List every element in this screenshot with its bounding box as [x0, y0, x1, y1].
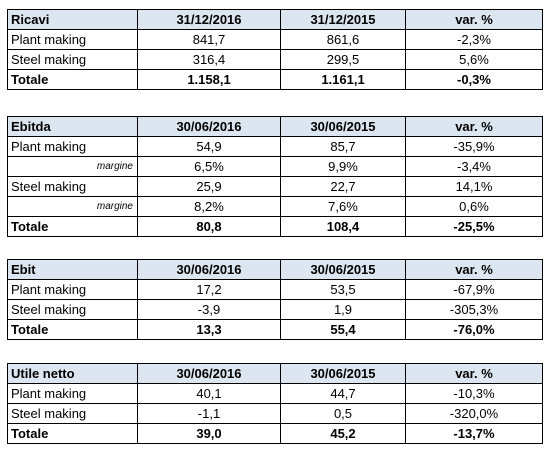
row-label: Totale: [7, 319, 138, 340]
row-label: Plant making: [7, 383, 138, 404]
financial-table: Ricavi 31/12/2016 31/12/2015 var. % Plant ma…: [7, 9, 543, 90]
financial-table: Ebitda 30/06/2016 30/06/2015 var. % Plant ma…: [7, 116, 543, 237]
row-label: Ebit: [7, 259, 138, 280]
row-label: Utile netto: [7, 363, 138, 384]
row-label: Steel making: [7, 176, 138, 197]
cell-value: 30/06/2016: [137, 116, 281, 137]
row-label: Plant making: [7, 29, 138, 50]
cell-value: 39,0: [137, 423, 281, 444]
cell-value: 0,5: [280, 403, 406, 424]
header-row: Utile netto 30/06/2016 30/06/2015 var. %: [7, 363, 543, 384]
cell-value: 22,7: [280, 176, 406, 197]
cell-value: 0,6%: [405, 196, 543, 217]
row-label: Steel making: [7, 403, 138, 424]
row-label: margine: [7, 196, 138, 217]
cell-value: 30/06/2016: [137, 363, 281, 384]
row-label: Ebitda: [7, 116, 138, 137]
cell-value: 14,1%: [405, 176, 543, 197]
data-row: Plant making 40,1 44,7 -10,3%: [7, 383, 543, 404]
data-row: Plant making 17,2 53,5 -67,9%: [7, 279, 543, 300]
cell-value: 45,2: [280, 423, 406, 444]
header-row: Ebit 30/06/2016 30/06/2015 var. %: [7, 259, 543, 280]
header-row: Ricavi 31/12/2016 31/12/2015 var. %: [7, 9, 543, 30]
cell-value: -1,1: [137, 403, 281, 424]
cell-value: 53,5: [280, 279, 406, 300]
cell-value: 55,4: [280, 319, 406, 340]
cell-value: 44,7: [280, 383, 406, 404]
row-label: Totale: [7, 216, 138, 237]
total-row: Totale 13,3 55,4 -76,0%: [7, 319, 543, 340]
cell-value: 30/06/2015: [280, 259, 406, 280]
cell-value: 80,8: [137, 216, 281, 237]
total-row: Totale 80,8 108,4 -25,5%: [7, 216, 543, 237]
row-label: Totale: [7, 69, 138, 90]
data-row: Plant making 54,9 85,7 -35,9%: [7, 136, 543, 157]
cell-value: 7,6%: [280, 196, 406, 217]
cell-value: 1,9: [280, 299, 406, 320]
cell-value: var. %: [405, 363, 543, 384]
cell-value: -3,9: [137, 299, 281, 320]
cell-value: 13,3: [137, 319, 281, 340]
data-row: Steel making 316,4 299,5 5,6%: [7, 49, 543, 70]
total-row: Totale 1.158,1 1.161,1 -0,3%: [7, 69, 543, 90]
row-label: Plant making: [7, 136, 138, 157]
data-row: Steel making 25,9 22,7 14,1%: [7, 176, 543, 197]
data-row: Plant making 841,7 861,6 -2,3%: [7, 29, 543, 50]
cell-value: 299,5: [280, 49, 406, 70]
cell-value: -13,7%: [405, 423, 543, 444]
cell-value: -35,9%: [405, 136, 543, 157]
cell-value: 1.161,1: [280, 69, 406, 90]
cell-value: 861,6: [280, 29, 406, 50]
cell-value: -67,9%: [405, 279, 543, 300]
row-label: Totale: [7, 423, 138, 444]
row-label: Steel making: [7, 49, 138, 70]
cell-value: -305,3%: [405, 299, 543, 320]
cell-value: 54,9: [137, 136, 281, 157]
cell-value: 30/06/2015: [280, 363, 406, 384]
cell-value: 30/06/2016: [137, 259, 281, 280]
cell-value: 40,1: [137, 383, 281, 404]
cell-value: 31/12/2016: [137, 9, 281, 30]
row-label: margine: [7, 156, 138, 177]
cell-value: 841,7: [137, 29, 281, 50]
cell-value: -320,0%: [405, 403, 543, 424]
cell-value: var. %: [405, 9, 543, 30]
row-label: Steel making: [7, 299, 138, 320]
financial-table: Utile netto 30/06/2016 30/06/2015 var. % Pla…: [7, 363, 543, 444]
cell-value: -76,0%: [405, 319, 543, 340]
cell-value: 8,2%: [137, 196, 281, 217]
financial-table: Ebit 30/06/2016 30/06/2015 var. % Plant maki…: [7, 259, 543, 340]
cell-value: 85,7: [280, 136, 406, 157]
cell-value: 5,6%: [405, 49, 543, 70]
row-label: Plant making: [7, 279, 138, 300]
cell-value: var. %: [405, 116, 543, 137]
data-row: margine 6,5% 9,9% -3,4%: [7, 156, 543, 177]
cell-value: 9,9%: [280, 156, 406, 177]
row-label: Ricavi: [7, 9, 138, 30]
header-row: Ebitda 30/06/2016 30/06/2015 var. %: [7, 116, 543, 137]
cell-value: -3,4%: [405, 156, 543, 177]
cell-value: 6,5%: [137, 156, 281, 177]
cell-value: 31/12/2015: [280, 9, 406, 30]
cell-value: 17,2: [137, 279, 281, 300]
data-row: Steel making -3,9 1,9 -305,3%: [7, 299, 543, 320]
data-row: margine 8,2% 7,6% 0,6%: [7, 196, 543, 217]
total-row: Totale 39,0 45,2 -13,7%: [7, 423, 543, 444]
cell-value: -2,3%: [405, 29, 543, 50]
cell-value: 108,4: [280, 216, 406, 237]
cell-value: 30/06/2015: [280, 116, 406, 137]
cell-value: 316,4: [137, 49, 281, 70]
cell-value: var. %: [405, 259, 543, 280]
cell-value: 1.158,1: [137, 69, 281, 90]
cell-value: -10,3%: [405, 383, 543, 404]
cell-value: 25,9: [137, 176, 281, 197]
cell-value: -25,5%: [405, 216, 543, 237]
data-row: Steel making -1,1 0,5 -320,0%: [7, 403, 543, 424]
cell-value: -0,3%: [405, 69, 543, 90]
